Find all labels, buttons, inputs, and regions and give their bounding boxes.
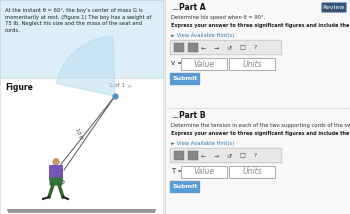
Bar — [165, 0, 350, 214]
Bar — [229, 58, 275, 70]
Bar — [181, 58, 227, 70]
FancyBboxPatch shape — [170, 73, 200, 85]
Text: cords.: cords. — [5, 28, 21, 33]
Bar — [188, 151, 198, 160]
Text: Determine his speed when θ = 90°.: Determine his speed when θ = 90°. — [171, 15, 265, 20]
Text: Units: Units — [242, 168, 262, 177]
Polygon shape — [56, 36, 115, 96]
Bar — [174, 151, 184, 160]
Text: θ: θ — [61, 180, 65, 185]
Text: Value: Value — [194, 59, 215, 68]
Text: At the instant θ = 60°, the boy's center of mass G is: At the instant θ = 60°, the boy's center… — [5, 8, 143, 13]
Text: ?: ? — [253, 45, 257, 50]
Text: Part B: Part B — [179, 111, 205, 120]
Bar — [174, 43, 184, 52]
Text: ←: ← — [200, 153, 206, 158]
Text: □: □ — [239, 45, 245, 50]
Text: momentarily at rest. (Figure 1) The boy has a weight of: momentarily at rest. (Figure 1) The boy … — [5, 15, 151, 19]
Text: Express your answer to three significant figures and include the appropriate uni: Express your answer to three significant… — [171, 131, 350, 136]
Text: Submit: Submit — [172, 184, 198, 190]
Text: 10 ft: 10 ft — [74, 128, 83, 140]
Text: Part A: Part A — [179, 3, 206, 12]
Text: 75 lb. Neglect his size and the mass of the seat and: 75 lb. Neglect his size and the mass of … — [5, 21, 142, 26]
Text: T =: T = — [171, 168, 183, 174]
Text: →: → — [214, 153, 219, 158]
Text: Review: Review — [323, 5, 345, 10]
Bar — [188, 43, 198, 52]
Text: −: − — [171, 113, 178, 122]
Bar — [181, 166, 227, 178]
Text: ► View Available Hint(s): ► View Available Hint(s) — [171, 141, 235, 146]
Text: ?: ? — [253, 153, 257, 158]
Ellipse shape — [52, 158, 60, 166]
Text: ► View Available Hint(s): ► View Available Hint(s) — [171, 33, 235, 38]
Bar — [229, 166, 275, 178]
Text: Submit: Submit — [172, 76, 198, 82]
FancyBboxPatch shape — [170, 148, 282, 163]
Text: Figure: Figure — [5, 83, 33, 92]
Bar — [0, 78, 163, 214]
FancyBboxPatch shape — [170, 40, 282, 55]
Bar — [8, 210, 155, 213]
Text: >: > — [126, 83, 132, 88]
FancyBboxPatch shape — [49, 177, 63, 186]
Text: Express your answer to three significant figures and include the appropriate uni: Express your answer to three significant… — [171, 23, 350, 28]
Text: Value: Value — [194, 168, 215, 177]
Text: −: − — [171, 5, 178, 14]
Text: <: < — [109, 83, 114, 88]
FancyBboxPatch shape — [170, 181, 200, 193]
Bar — [0, 0, 163, 78]
Text: ←: ← — [200, 45, 206, 50]
Text: Determine the tension in each of the two supporting cords of the swing when θ = : Determine the tension in each of the two… — [171, 123, 350, 128]
Text: □: □ — [239, 153, 245, 158]
Text: ↺: ↺ — [226, 45, 232, 50]
FancyBboxPatch shape — [49, 165, 63, 181]
FancyBboxPatch shape — [322, 3, 346, 12]
Text: v =: v = — [171, 60, 183, 66]
Text: ↺: ↺ — [226, 153, 232, 158]
Text: Units: Units — [242, 59, 262, 68]
Text: →: → — [214, 45, 219, 50]
Text: 1 of 1: 1 of 1 — [110, 83, 125, 88]
